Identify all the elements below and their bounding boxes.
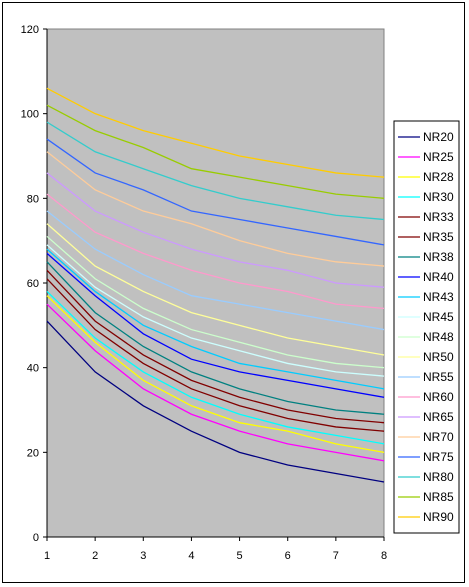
legend: NR20 NR25 NR28 NR30 NR33 NR35 NR38 NR40 NR43 NR45…	[393, 120, 460, 534]
series-line-nr30	[46, 290, 385, 445]
x-tick-label: 2	[92, 550, 98, 562]
line-chart: 0 20 40 60 80 100 120 1 2 3 4 5 6 7 8 NR20 NR25 NR28 NR3…	[21, 24, 460, 562]
x-tick-label: 4	[188, 550, 194, 562]
x-tick-label: 6	[285, 550, 291, 562]
legend-label: NR60	[423, 390, 454, 404]
series-line-nr90	[46, 87, 385, 178]
legend-label: NR90	[423, 510, 454, 524]
legend-label: NR43	[423, 290, 454, 304]
legend-box	[393, 120, 460, 534]
x-tick-label: 3	[140, 550, 146, 562]
series-line-nr48	[46, 235, 385, 369]
series-line-nr28	[46, 295, 385, 453]
series-line-nr60	[46, 193, 385, 310]
x-axis: 1 2 3 4 5 6 7 8	[44, 536, 387, 562]
series-line-nr33	[46, 278, 385, 432]
legend-label: NR70	[423, 430, 454, 444]
legend-label: NR40	[423, 270, 454, 284]
x-tick-label: 1	[44, 550, 50, 562]
y-tick-label: 20	[27, 447, 39, 459]
y-axis: 0 20 40 60 80 100 120	[21, 24, 48, 544]
y-tick-label: 0	[33, 532, 39, 544]
series-line-nr25	[46, 303, 385, 462]
y-tick-label: 120	[21, 24, 39, 36]
series-line-nr70	[46, 151, 385, 267]
legend-label: NR75	[423, 450, 454, 464]
legend-label: NR25	[423, 150, 454, 164]
series-line-nr43	[46, 248, 385, 390]
legend-label: NR65	[423, 410, 454, 424]
series-line-nr35	[46, 269, 385, 424]
series-line-nr40	[46, 252, 385, 398]
series-line-nr38	[46, 261, 385, 415]
legend-label: NR35	[423, 230, 454, 244]
legend-label: NR28	[423, 170, 454, 184]
legend-label: NR80	[423, 470, 454, 484]
legend-label: NR50	[423, 350, 454, 364]
chart-frame: 0 20 40 60 80 100 120 1 2 3 4 5 6 7 8 NR20 NR25 NR28 NR3…	[2, 2, 465, 583]
legend-label: NR33	[423, 210, 454, 224]
x-tick-label: 7	[333, 550, 339, 562]
legend-label: NR55	[423, 370, 454, 384]
series-line-nr55	[46, 210, 385, 331]
y-tick-label: 80	[27, 193, 39, 205]
legend-label: NR85	[423, 490, 454, 504]
series-line-nr20	[46, 320, 385, 483]
legend-label: NR30	[423, 190, 454, 204]
y-tick-label: 40	[27, 363, 39, 375]
series-line-nr85	[46, 104, 385, 199]
series-line-nr75	[46, 138, 385, 246]
series-line-nr50	[46, 223, 385, 356]
series-line-nr80	[46, 121, 385, 221]
legend-label: NR38	[423, 250, 454, 264]
legend-label: NR45	[423, 310, 454, 324]
x-tick-label: 5	[237, 550, 243, 562]
series-line-nr65	[46, 172, 385, 288]
y-tick-label: 60	[27, 278, 39, 290]
y-tick-label: 100	[21, 109, 39, 121]
series-layer	[46, 87, 385, 483]
x-tick-label: 8	[381, 550, 387, 562]
series-line-nr45	[46, 244, 385, 377]
legend-label: NR48	[423, 330, 454, 344]
legend-label: NR20	[423, 130, 454, 144]
